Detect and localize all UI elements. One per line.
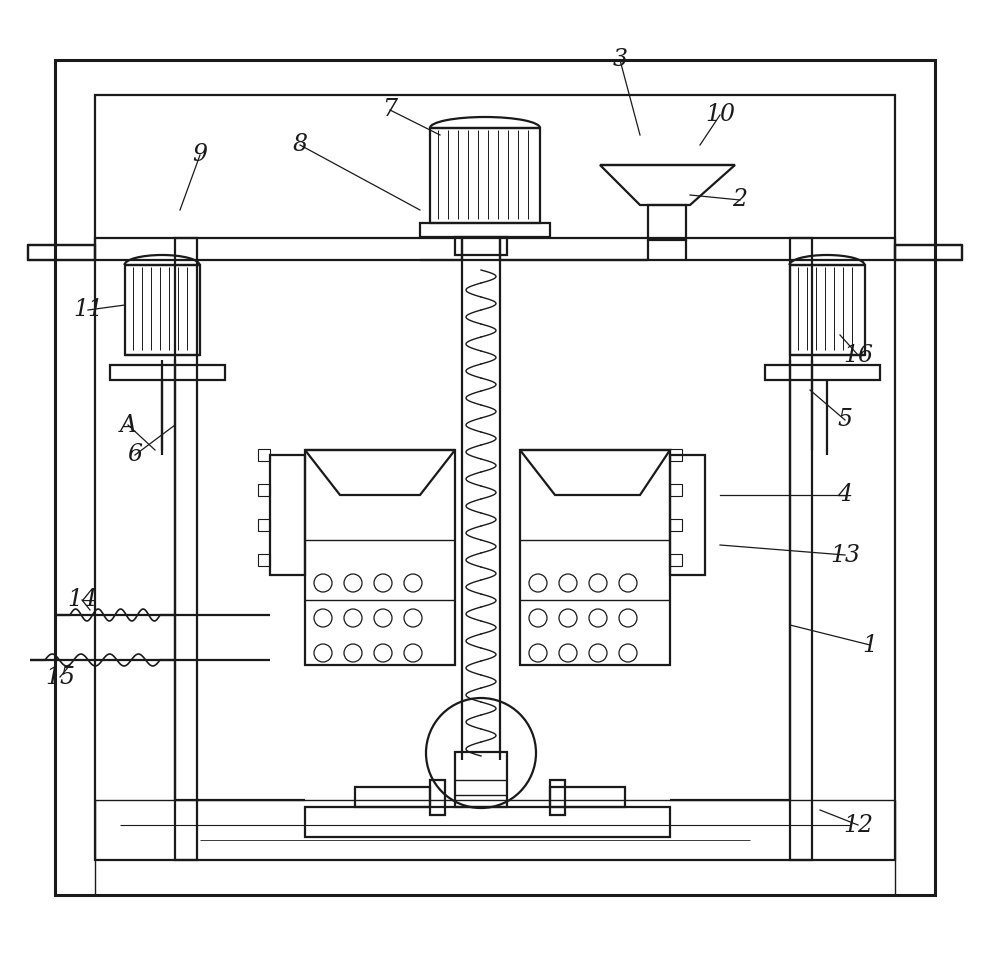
Bar xyxy=(175,238,197,860)
Bar xyxy=(258,484,270,496)
Bar xyxy=(550,787,625,807)
Bar xyxy=(790,265,865,355)
Text: 7: 7 xyxy=(382,98,398,121)
Bar xyxy=(258,449,270,461)
Bar xyxy=(670,484,682,496)
Bar xyxy=(420,223,550,237)
Bar xyxy=(670,449,682,461)
Text: 10: 10 xyxy=(705,103,735,126)
Bar xyxy=(670,554,682,566)
Bar xyxy=(95,95,895,860)
Bar xyxy=(455,752,507,807)
Text: 1: 1 xyxy=(862,633,878,656)
Bar xyxy=(355,787,430,807)
Bar xyxy=(125,265,200,355)
Bar xyxy=(258,554,270,566)
Bar xyxy=(648,205,686,240)
Bar xyxy=(305,450,455,665)
Bar xyxy=(670,455,705,575)
Text: 14: 14 xyxy=(67,588,97,611)
Text: 11: 11 xyxy=(73,299,103,322)
Bar xyxy=(110,365,225,380)
Bar xyxy=(790,238,812,860)
Bar xyxy=(765,365,880,380)
Text: A: A xyxy=(120,414,136,436)
Bar xyxy=(55,60,935,895)
Bar xyxy=(258,519,270,531)
Bar xyxy=(305,807,670,837)
Text: 15: 15 xyxy=(45,666,75,689)
Text: 8: 8 xyxy=(292,134,308,157)
Text: 6: 6 xyxy=(128,443,143,466)
Text: 4: 4 xyxy=(838,483,852,506)
Text: 16: 16 xyxy=(843,344,873,367)
Bar xyxy=(670,519,682,531)
Text: 2: 2 xyxy=(732,188,748,211)
Bar xyxy=(430,128,540,223)
Text: 9: 9 xyxy=(192,143,208,166)
Bar xyxy=(270,455,305,575)
Bar xyxy=(95,800,895,895)
Text: 5: 5 xyxy=(838,409,852,432)
Bar xyxy=(520,450,670,665)
Text: 12: 12 xyxy=(843,814,873,837)
Bar xyxy=(455,237,507,255)
Text: 3: 3 xyxy=(612,49,628,72)
Bar xyxy=(895,245,962,260)
Bar xyxy=(550,780,565,815)
Bar xyxy=(28,245,95,260)
Bar xyxy=(430,780,445,815)
Text: 13: 13 xyxy=(830,543,860,566)
Bar xyxy=(95,238,895,260)
